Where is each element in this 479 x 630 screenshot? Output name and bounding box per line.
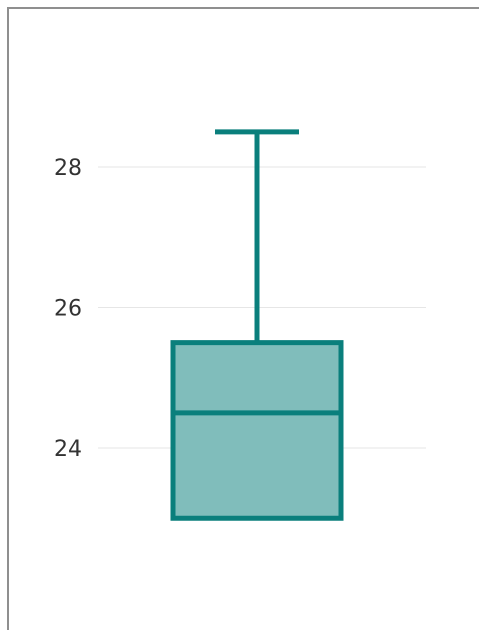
y-axis-ticks: 24 26 28 — [54, 156, 82, 462]
chart-frame — [7, 7, 479, 630]
y-tick-label-28: 28 — [54, 156, 82, 181]
box-plot — [170, 129, 344, 521]
y-tick-label-26: 26 — [54, 297, 82, 322]
interquartile-box — [170, 340, 344, 521]
y-tick-label-24: 24 — [54, 437, 82, 462]
